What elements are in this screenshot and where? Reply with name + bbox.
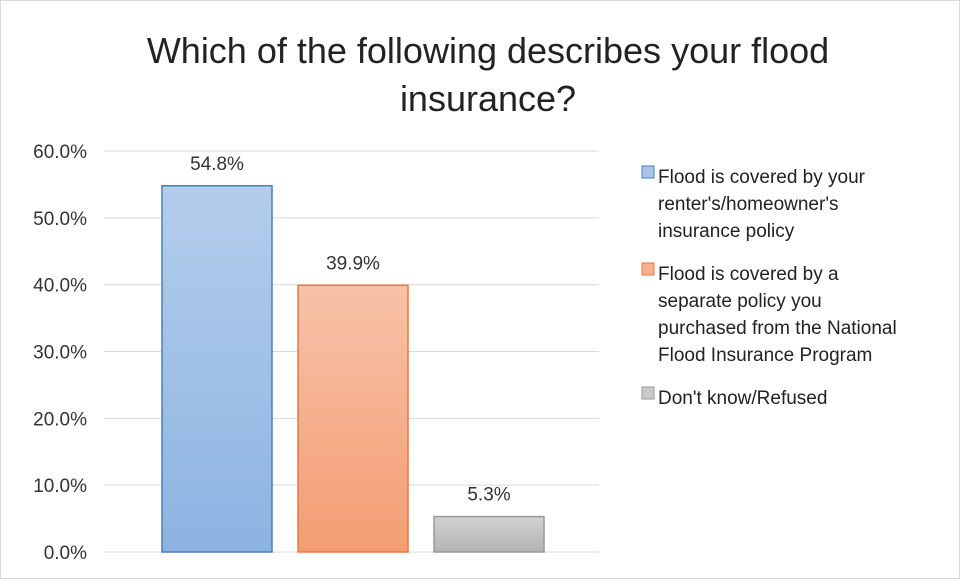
chart-title-line-1: Which of the following describes your fl…: [147, 30, 829, 71]
data-label: 39.9%: [326, 253, 380, 274]
chart-title-line-2: insurance?: [400, 78, 576, 119]
y-axis: 0.0% 10.0% 20.0% 30.0% 40.0% 50.0% 60.0%: [33, 142, 87, 564]
data-label: 54.8%: [190, 154, 244, 175]
y-tick-label: 10.0%: [33, 476, 87, 497]
data-labels: 54.8% 39.9% 5.3%: [190, 154, 511, 506]
bar: [161, 185, 273, 553]
y-tick-label: 30.0%: [33, 343, 87, 364]
legend-label: Don't know/Refused: [658, 388, 827, 409]
legend-label: insurance policy: [658, 221, 795, 242]
bar: [297, 284, 409, 553]
bars: [161, 185, 545, 553]
y-tick-label: 60.0%: [33, 142, 87, 163]
legend-label: separate policy you: [658, 291, 822, 312]
y-tick-label: 40.0%: [33, 276, 87, 297]
legend-label: Flood is covered by your: [658, 167, 866, 188]
legend-swatch: [641, 386, 655, 400]
data-label: 5.3%: [467, 485, 510, 506]
y-tick-label: 50.0%: [33, 209, 87, 230]
y-tick-label: 20.0%: [33, 409, 87, 430]
legend-swatch: [641, 262, 655, 276]
legend-label: purchased from the National: [658, 318, 897, 339]
legend: Flood is covered by your renter's/homeown…: [641, 165, 897, 409]
bar: [433, 515, 545, 553]
legend-label: Flood is covered by a: [658, 264, 839, 285]
legend-swatch: [641, 165, 655, 179]
y-tick-label: 0.0%: [44, 543, 87, 564]
legend-label: Flood Insurance Program: [658, 345, 872, 366]
legend-label: renter's/homeowner's: [658, 194, 838, 215]
